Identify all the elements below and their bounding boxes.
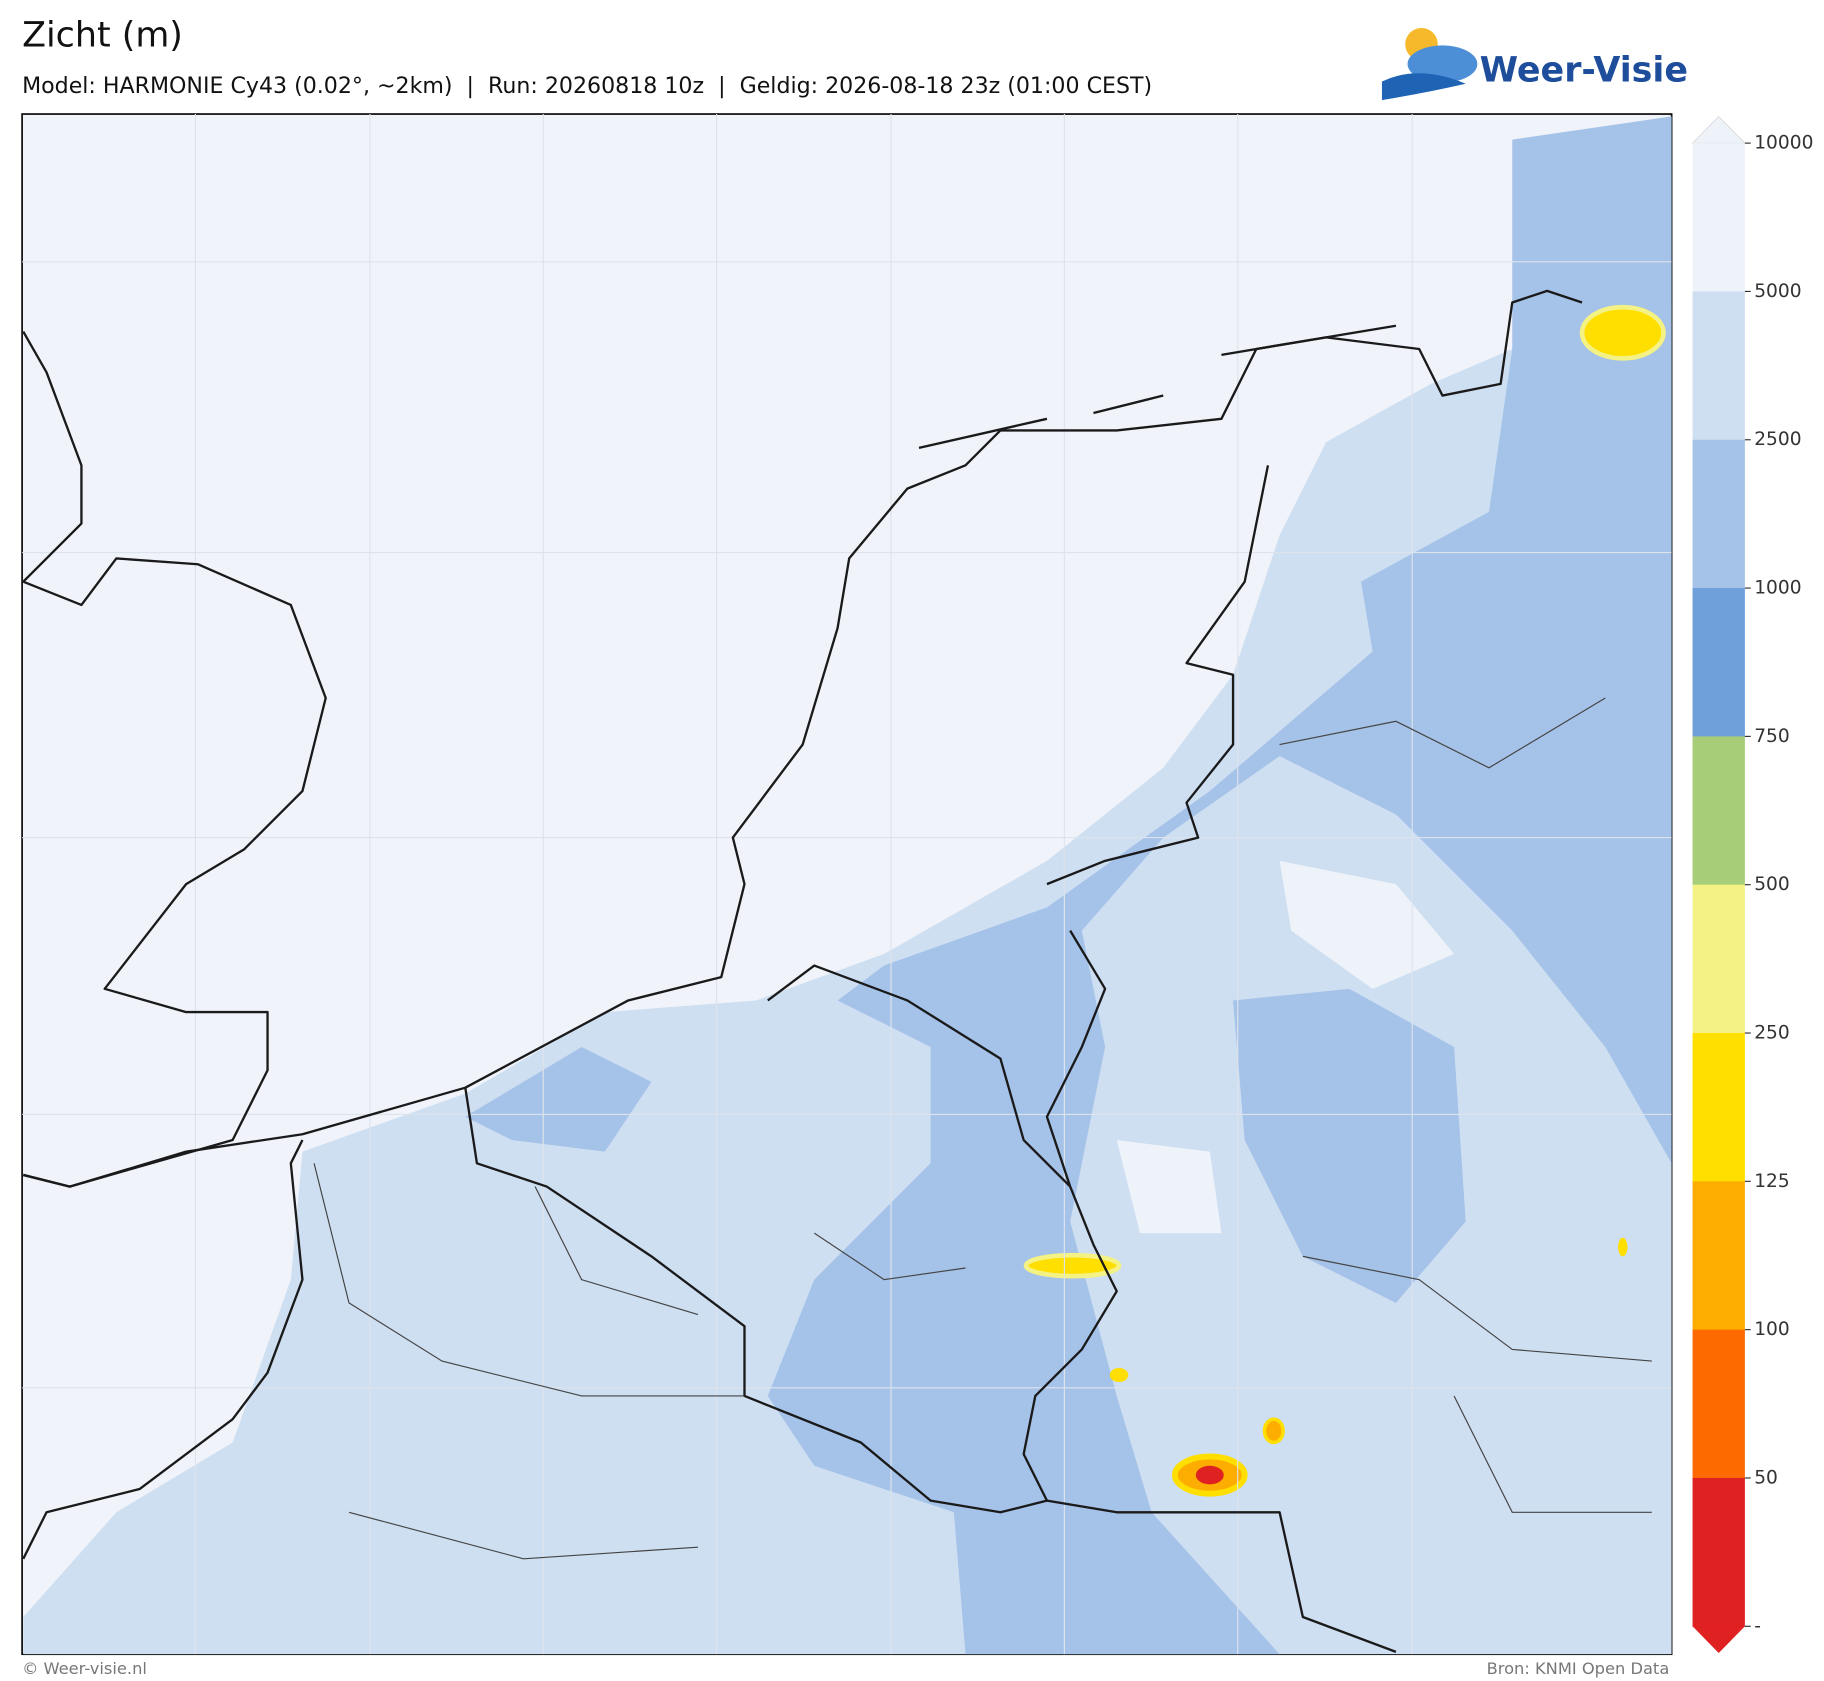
map	[21, 113, 1673, 1656]
copyright: © Weer-visie.nl	[22, 1659, 147, 1678]
logo: Weer-Visie	[1381, 27, 1688, 101]
source: Bron: KNMI Open Data	[1487, 1659, 1670, 1678]
colorbar-tick-label: 50	[1754, 1467, 1778, 1488]
colorbar-tick-label: 750	[1754, 726, 1790, 747]
colorbar-bottom-label: -	[1754, 1616, 1761, 1637]
title: Zicht (m)	[22, 16, 183, 56]
colorbar-tick-label: 2500	[1754, 429, 1801, 450]
colorbar-band	[1692, 439, 1745, 589]
colorbar-tick-label: 5000	[1754, 281, 1801, 302]
colorbar-tick-label: 1000	[1754, 578, 1801, 599]
colorbar-tick-label: 125	[1754, 1171, 1790, 1192]
colorbar-tick-label: 500	[1754, 874, 1790, 895]
colorbar-band	[1692, 1033, 1745, 1182]
colorbar-tick-label: 100	[1754, 1319, 1790, 1340]
colorbar-bottom	[1692, 1626, 1745, 1654]
colorbar-band	[1692, 1477, 1745, 1627]
colorbar-tick-label: 10000	[1754, 133, 1813, 154]
colorbar-band	[1692, 1181, 1745, 1331]
colorbar-band	[1692, 1329, 1745, 1479]
subtitle: Model: HARMONIE Cy43 (0.02°, ~2km) | Run…	[22, 73, 1152, 99]
colorbar-band	[1692, 884, 1745, 1034]
colorbar-band	[1692, 588, 1745, 737]
colorbar-band	[1692, 143, 1745, 293]
colorbar-band	[1692, 291, 1745, 441]
colorbar: 10000 5000 2500 1000 750 500 250 125 100 50 -	[1691, 115, 1813, 1654]
colorbar-band	[1692, 736, 1745, 886]
logo-text: Weer-Visie	[1480, 50, 1688, 90]
colorbar-top	[1691, 115, 1746, 144]
colorbar-tick-label: 250	[1754, 1023, 1790, 1044]
